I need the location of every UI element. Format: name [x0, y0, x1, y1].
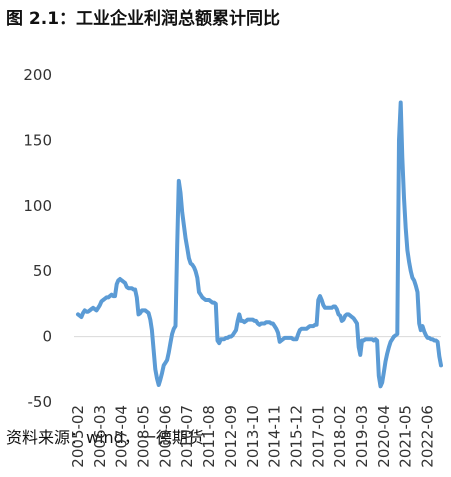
x-tick-label: 2011-08 [200, 405, 218, 468]
x-tick-label: 2019-03 [353, 405, 371, 468]
y-tick-label: 100 [23, 197, 52, 215]
x-tick-label: 2018-02 [331, 405, 349, 468]
y-tick-label: 0 [42, 328, 52, 346]
data-line [76, 100, 443, 389]
y-tick-label: 50 [33, 262, 52, 280]
y-tick-label: 150 [23, 131, 52, 149]
x-tick-label: 2007-04 [113, 405, 131, 468]
x-tick-label: 2017-01 [309, 405, 327, 468]
chart-title: 图 2.1：工业企业利润总额累计同比 [6, 8, 280, 29]
x-tick-label: 2015-12 [287, 405, 305, 468]
x-tick-label: 2014-11 [266, 405, 284, 468]
x-tick-label: 2005-02 [69, 405, 87, 468]
x-tick-label: 2008-05 [135, 405, 153, 468]
x-tick-label: 2006-03 [91, 405, 109, 468]
x-tick-label: 2012-09 [222, 405, 240, 468]
y-tick-label: 200 [23, 66, 52, 84]
source-note: 资料来源：wind，一德期货 [6, 428, 204, 447]
x-tick-label: 2010-07 [178, 405, 196, 468]
x-tick-label: 2013-10 [244, 405, 262, 468]
x-tick-label: 2022-06 [419, 405, 437, 468]
x-tick-label: 2009-06 [156, 405, 174, 468]
x-tick-label: 2020-04 [375, 405, 393, 468]
y-tick-label: -50 [28, 393, 53, 411]
x-tick-label: 2021-05 [397, 405, 415, 468]
